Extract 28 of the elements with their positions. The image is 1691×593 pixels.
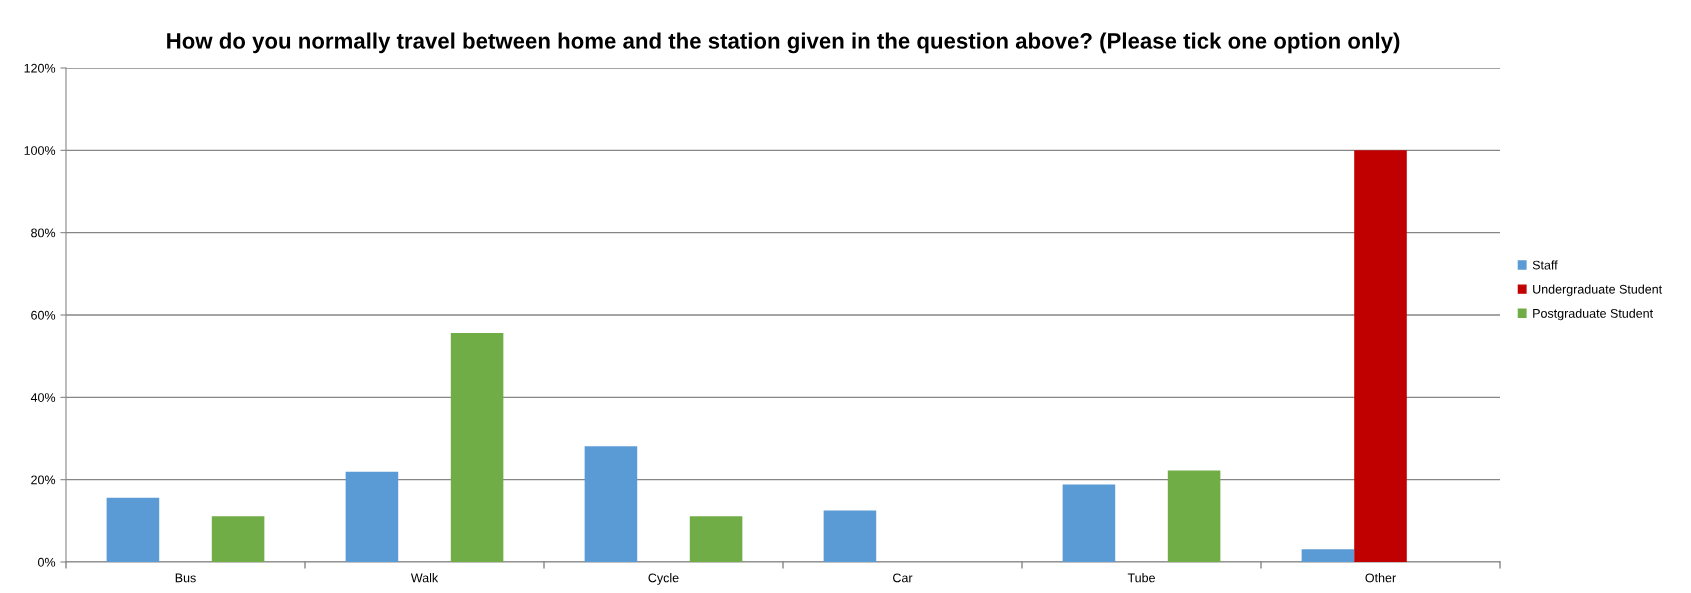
y-tick-label: 120%	[24, 63, 56, 73]
bar	[1062, 484, 1116, 562]
bar	[1301, 549, 1355, 562]
x-tick-label: Car	[893, 573, 913, 583]
bar	[106, 497, 160, 562]
bar	[1354, 150, 1407, 562]
legend-label: Staff	[1532, 260, 1558, 270]
bar	[450, 333, 504, 562]
bar	[211, 516, 265, 562]
bar	[345, 471, 399, 562]
legend-label: Postgraduate Student	[1533, 308, 1653, 321]
x-tick-label: Cycle	[648, 573, 679, 585]
x-tick-label: Tube	[1127, 573, 1155, 583]
y-tick-label: 40%	[30, 393, 56, 402]
y-tick-label: 100%	[24, 146, 56, 155]
legend-label: Undergraduate Student	[1533, 284, 1663, 297]
y-tick-label: 0%	[38, 557, 56, 567]
y-tick-label: 20%	[31, 475, 56, 485]
x-tick-label: Other	[1365, 573, 1396, 583]
bar	[1167, 470, 1221, 562]
chart-title: How do you normally travel between home and the station given in the question above? (Please tick one option only)	[167, 32, 1400, 54]
x-tick-label: Walk	[410, 573, 439, 583]
bar	[689, 516, 743, 562]
bar	[584, 446, 638, 562]
x-tick-label: Bus	[175, 573, 196, 583]
bar	[823, 510, 877, 562]
y-tick-label: 60%	[31, 310, 56, 320]
y-tick-label: 80%	[31, 228, 56, 238]
